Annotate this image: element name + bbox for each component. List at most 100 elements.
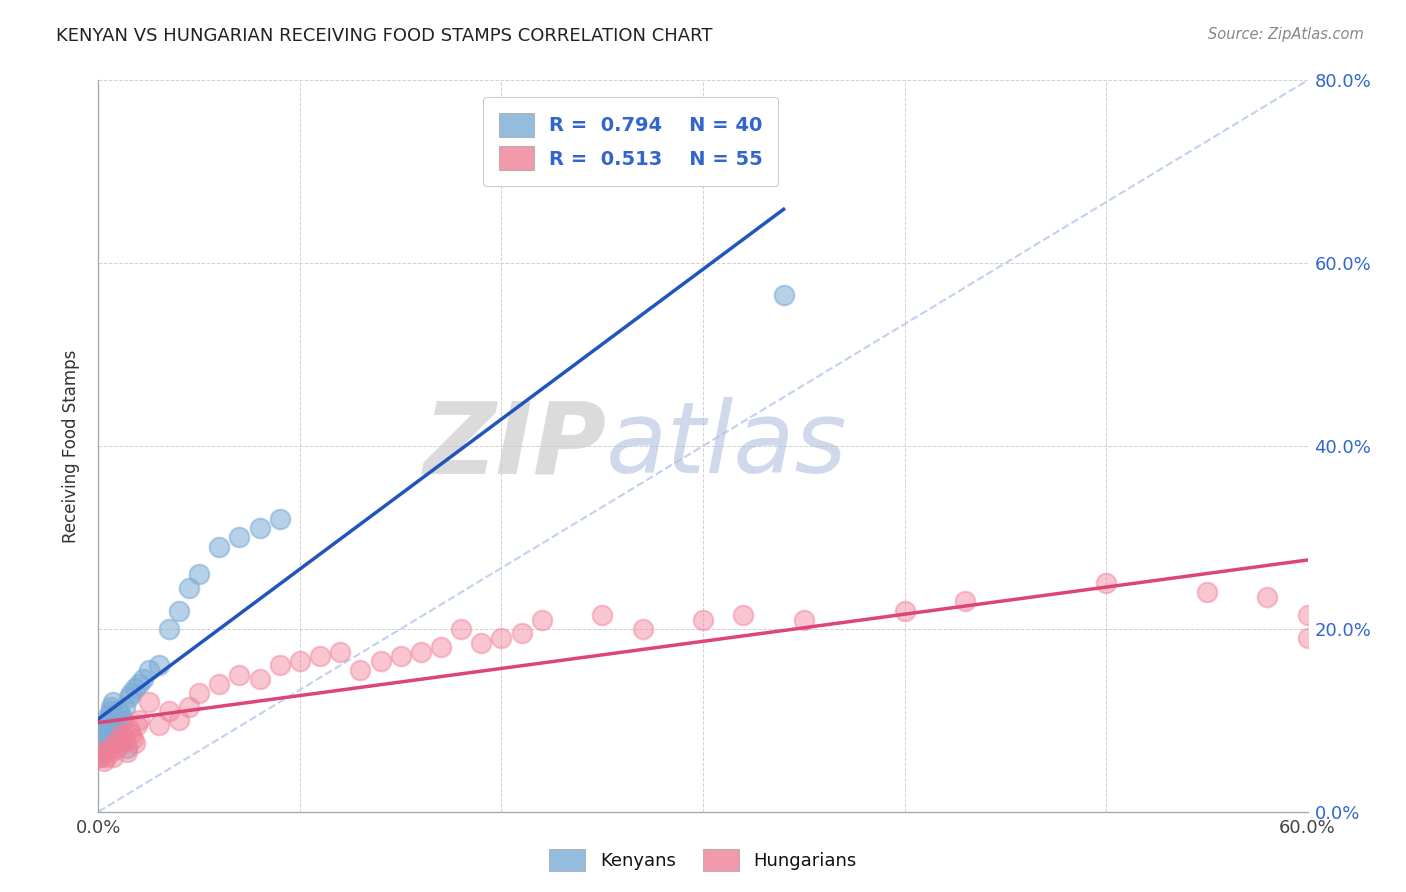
Point [93, 731, 115, 746]
Point [101, 695, 124, 709]
Point [138, 663, 160, 677]
Point [105, 727, 128, 741]
Point [953, 594, 976, 608]
Point [470, 635, 492, 649]
Text: ZIP: ZIP [423, 398, 606, 494]
Point [111, 714, 134, 728]
Point [370, 654, 392, 668]
Point [97, 740, 120, 755]
Point [138, 695, 160, 709]
Point [228, 530, 250, 544]
Point [692, 613, 714, 627]
Point [96, 749, 118, 764]
Point [103, 723, 125, 737]
Point [114, 731, 136, 746]
Point [772, 288, 794, 302]
Point [228, 667, 250, 681]
Point [97, 718, 120, 732]
Point [115, 740, 138, 755]
Point [188, 567, 211, 582]
Point [1296, 608, 1319, 623]
Point [491, 631, 513, 645]
Point [157, 704, 180, 718]
Point [114, 699, 136, 714]
Point [269, 658, 291, 673]
Point [103, 714, 125, 728]
Point [450, 622, 472, 636]
Point [96, 727, 118, 741]
Point [110, 708, 132, 723]
Point [107, 736, 129, 750]
Point [530, 613, 553, 627]
Point [1195, 585, 1218, 599]
Point [118, 723, 141, 737]
Point [100, 704, 122, 718]
Point [893, 603, 915, 617]
Point [167, 714, 190, 728]
Text: KENYAN VS HUNGARIAN RECEIVING FOOD STAMPS CORRELATION CHART: KENYAN VS HUNGARIAN RECEIVING FOOD STAMP… [56, 27, 713, 45]
Point [121, 731, 143, 746]
Point [249, 672, 271, 686]
Point [389, 649, 412, 664]
Point [309, 649, 332, 664]
Point [97, 708, 120, 723]
Point [97, 714, 120, 728]
Point [105, 740, 128, 755]
Point [188, 686, 211, 700]
Point [288, 654, 311, 668]
Point [100, 745, 122, 759]
Point [269, 512, 291, 526]
Point [111, 736, 134, 750]
Point [148, 658, 170, 673]
Point [430, 640, 453, 655]
Point [107, 704, 129, 718]
Point [105, 718, 128, 732]
Point [128, 714, 150, 728]
Point [329, 645, 352, 659]
Point [103, 736, 125, 750]
Text: Source: ZipAtlas.com: Source: ZipAtlas.com [1208, 27, 1364, 42]
Point [91, 745, 114, 759]
Point [631, 622, 654, 636]
Point [93, 736, 115, 750]
Point [91, 745, 114, 759]
Point [157, 622, 180, 636]
Point [124, 681, 146, 696]
Point [101, 731, 124, 746]
Point [107, 731, 129, 746]
Point [128, 676, 150, 690]
Point [179, 699, 201, 714]
Point [120, 686, 142, 700]
Point [1095, 576, 1118, 591]
Point [1256, 590, 1278, 604]
Text: atlas: atlas [606, 398, 848, 494]
Point [249, 521, 271, 535]
Point [132, 672, 155, 686]
Point [115, 745, 138, 759]
Point [89, 749, 111, 764]
Point [124, 736, 146, 750]
Legend: R =  0.794    N = 40, R =  0.513    N = 55: R = 0.794 N = 40, R = 0.513 N = 55 [484, 97, 779, 186]
Point [179, 581, 201, 595]
Point [167, 603, 190, 617]
Point [93, 755, 115, 769]
Point [100, 699, 122, 714]
Point [101, 749, 124, 764]
Point [125, 718, 148, 732]
Point [96, 723, 118, 737]
Point [208, 676, 231, 690]
Point [118, 690, 141, 705]
Legend: Kenyans, Hungarians: Kenyans, Hungarians [543, 842, 863, 879]
Point [120, 727, 142, 741]
Point [110, 727, 132, 741]
Point [510, 626, 533, 640]
Y-axis label: Receiving Food Stamps: Receiving Food Stamps [62, 350, 80, 542]
Point [148, 718, 170, 732]
Point [409, 645, 432, 659]
Point [89, 749, 111, 764]
Point [349, 663, 371, 677]
Point [1296, 631, 1319, 645]
Point [208, 540, 231, 554]
Point [733, 608, 755, 623]
Point [793, 613, 815, 627]
